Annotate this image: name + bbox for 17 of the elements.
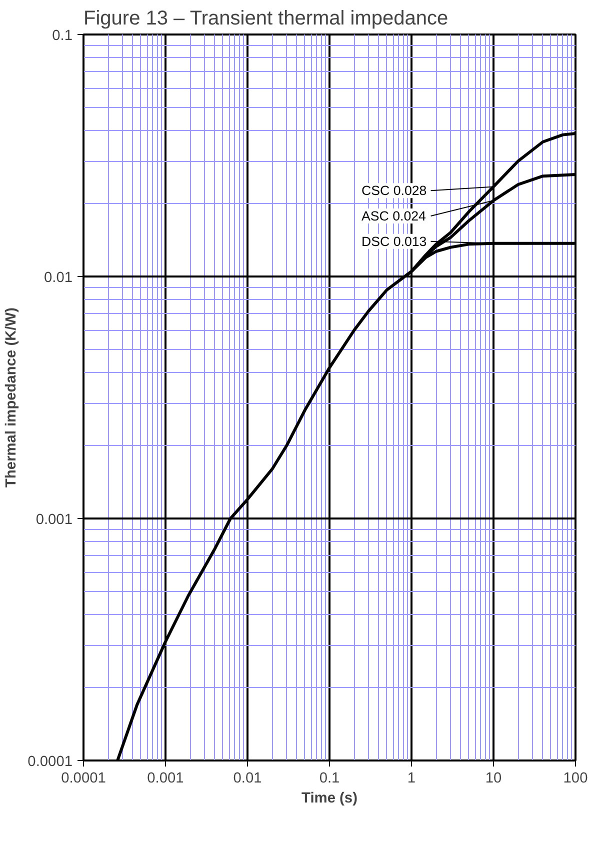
x-axis-title: Time (s) (302, 790, 358, 806)
legend-label: ASC 0.024 (361, 208, 427, 224)
legend-label: CSC 0.028 (361, 183, 427, 198)
y-tick-label: 0.001 (36, 512, 73, 528)
x-tick-label: 0.0001 (61, 770, 106, 786)
x-tick-label: 10 (485, 770, 502, 786)
legend-label: DSC 0.013 (361, 234, 427, 249)
x-tick-label: 0.1 (319, 770, 340, 786)
x-tick-label: 0.001 (147, 770, 184, 786)
y-tick-label: 0.1 (52, 28, 72, 44)
y-tick-label: 0.0001 (28, 754, 72, 770)
chart-title: Figure 13 – Transient thermal impedance (84, 8, 448, 30)
x-tick-label: 100 (563, 770, 588, 786)
y-axis-title: Thermal impedance (K/W) (4, 307, 20, 488)
x-tick-label: 1 (407, 770, 416, 786)
y-tick-label: 0.01 (44, 270, 73, 286)
x-tick-label: 0.01 (233, 770, 262, 786)
